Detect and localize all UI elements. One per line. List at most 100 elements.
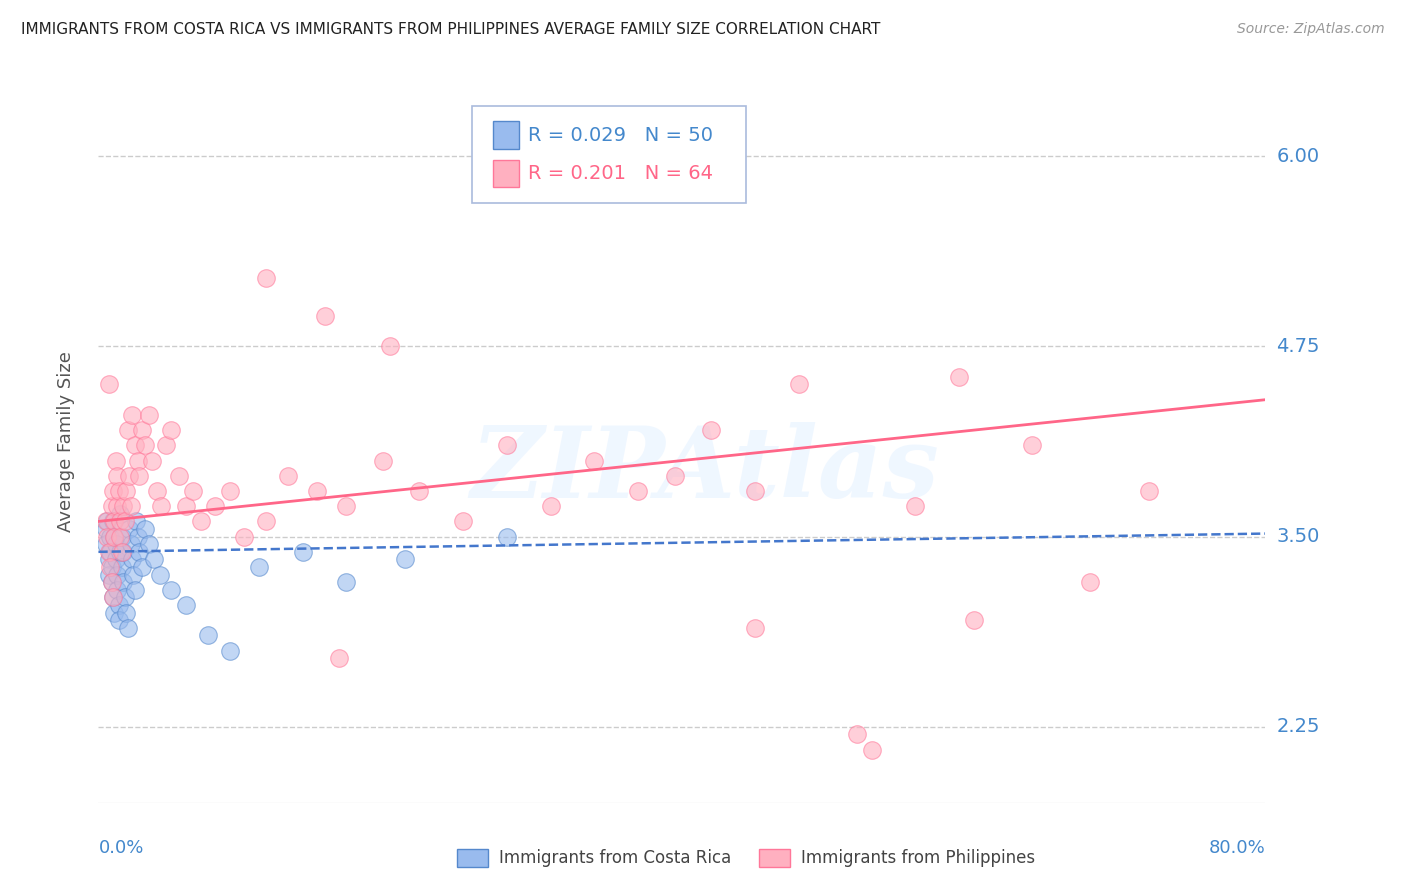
Point [110,515,132,529]
Point [97,552,120,566]
Point [138,408,160,422]
Point [254,515,277,529]
Point [254,271,277,285]
Point [103,515,125,529]
Text: IMMIGRANTS FROM COSTA RICA VS IMMIGRANTS FROM PHILIPPINES AVERAGE FAMILY SIZE CO: IMMIGRANTS FROM COSTA RICA VS IMMIGRANTS… [21,22,880,37]
Point [122,567,145,582]
Point [149,567,172,582]
Point [860,742,883,756]
Point [664,468,686,483]
Point [291,545,314,559]
Point [112,499,135,513]
Bar [494,160,519,187]
Point [101,483,124,498]
Text: 4.75: 4.75 [1277,337,1320,356]
Point [335,499,357,513]
Point [1021,438,1043,452]
Text: R = 0.029   N = 50: R = 0.029 N = 50 [527,126,713,145]
Point [394,552,416,566]
Point [744,621,766,635]
Point [94,537,117,551]
Point [104,453,127,467]
Point [371,453,394,467]
Text: Immigrants from Costa Rica: Immigrants from Costa Rica [499,849,731,867]
Point [111,530,134,544]
Text: 6.00: 6.00 [1277,147,1320,166]
Point [496,530,519,544]
Point [496,438,519,452]
Text: 0.0%: 0.0% [98,838,143,857]
Point [101,515,124,529]
Point [787,377,810,392]
Point [948,370,970,384]
Point [335,575,357,590]
Point [127,530,149,544]
Text: 80.0%: 80.0% [1209,838,1265,857]
Point [131,423,153,437]
Point [174,598,197,612]
Point [114,591,136,605]
Point [103,606,125,620]
Point [96,515,118,529]
Point [540,499,562,513]
Point [115,483,138,498]
Point [94,515,117,529]
Point [108,598,131,612]
Point [96,530,118,544]
Point [218,483,240,498]
Point [105,468,128,483]
Point [247,560,270,574]
Point [134,438,156,452]
Point [380,339,402,353]
Point [103,530,125,544]
Text: 3.50: 3.50 [1277,527,1320,546]
Point [141,453,163,467]
Text: R = 0.201   N = 64: R = 0.201 N = 64 [527,164,713,183]
Point [700,423,723,437]
Point [160,423,183,437]
FancyBboxPatch shape [472,105,747,203]
Point [112,575,135,590]
Point [121,552,143,566]
Point [451,515,474,529]
Point [134,522,156,536]
Point [105,582,128,597]
Point [110,507,132,521]
Point [314,309,336,323]
Point [117,423,139,437]
Point [108,483,131,498]
Bar [494,121,519,149]
Text: Source: ZipAtlas.com: Source: ZipAtlas.com [1237,22,1385,37]
Point [120,499,142,513]
Point [97,377,120,392]
Point [104,537,127,551]
Point [112,545,135,559]
Point [101,591,124,605]
Point [627,483,650,498]
Point [100,575,122,590]
Point [98,545,121,559]
Point [124,438,146,452]
Point [583,453,606,467]
Point [110,530,132,544]
Point [101,591,124,605]
Point [111,545,134,559]
Point [142,552,165,566]
Point [94,522,117,536]
Point [174,499,197,513]
Point [190,515,212,529]
Point [131,560,153,574]
Y-axis label: Average Family Size: Average Family Size [56,351,75,532]
Point [160,582,183,597]
Point [121,408,143,422]
Point [146,483,169,498]
Point [110,545,132,559]
Point [204,499,226,513]
Point [277,468,299,483]
Point [114,515,136,529]
Point [127,453,149,467]
Point [98,530,121,544]
Point [118,468,141,483]
Point [181,483,204,498]
Point [108,613,131,627]
